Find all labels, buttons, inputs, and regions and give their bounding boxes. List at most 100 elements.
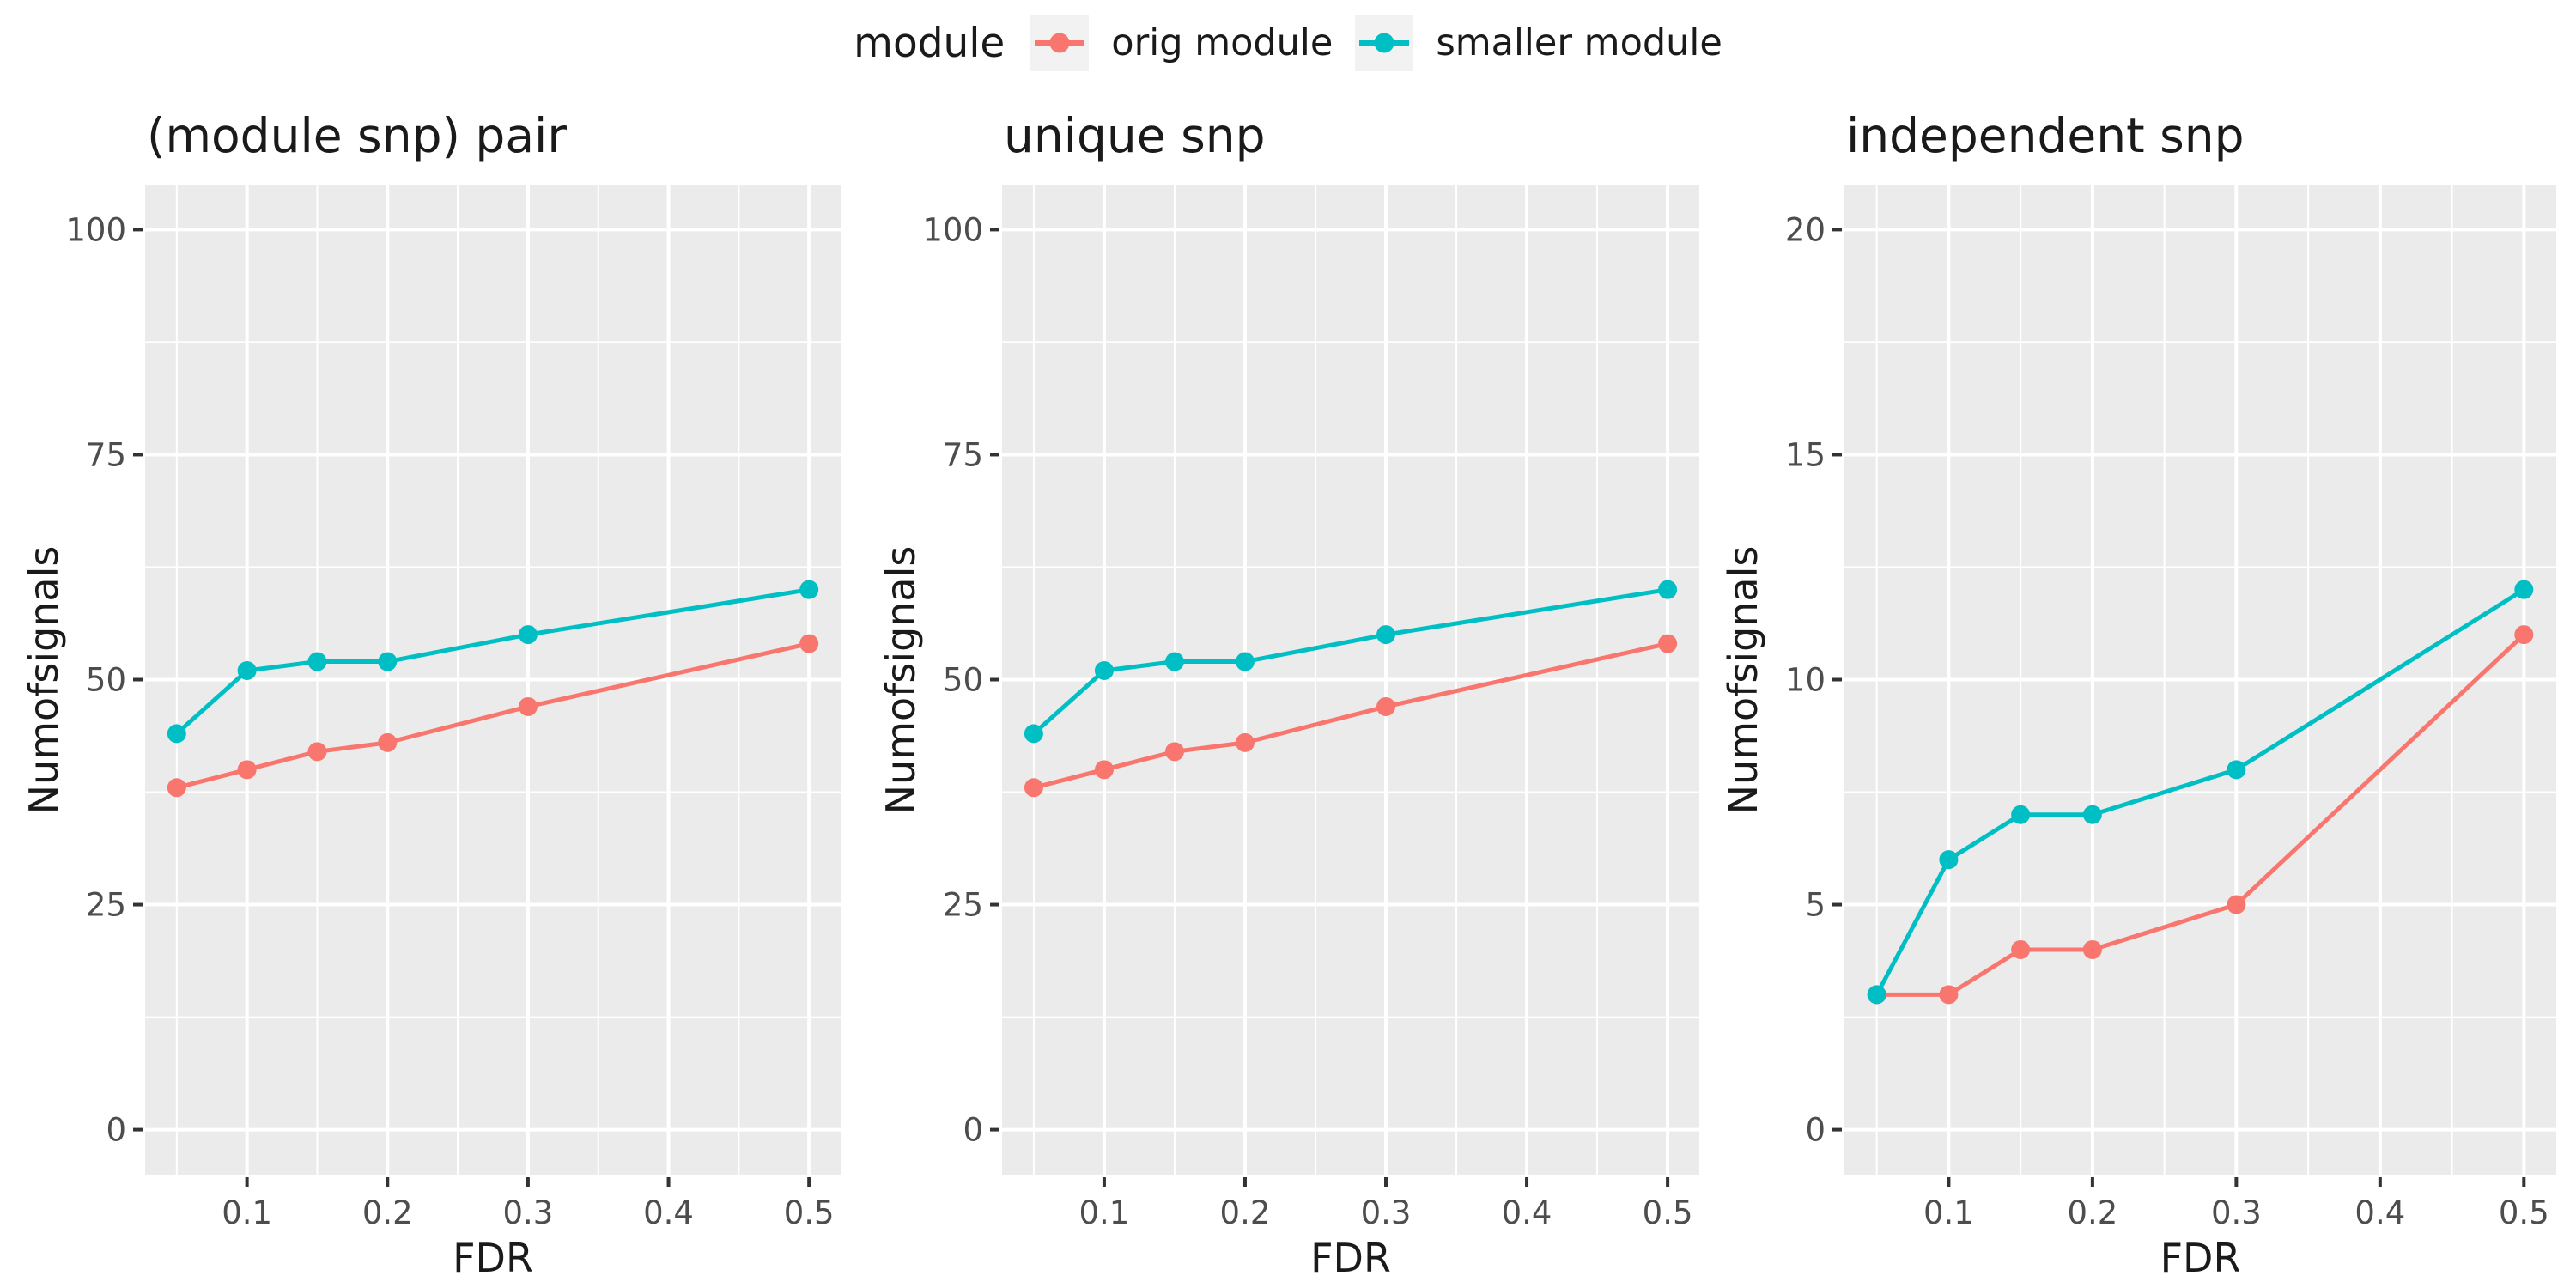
legend-point-glyph: [1374, 33, 1394, 53]
legend-key-orig-module: [1030, 15, 1090, 71]
data-point: [2011, 805, 2031, 824]
data-point: [1658, 580, 1678, 599]
y-tick-label: 25: [86, 887, 126, 924]
x-tick-label: 0.2: [2067, 1194, 2117, 1231]
y-tick-label: 10: [1785, 662, 1826, 699]
data-point: [1024, 724, 1043, 744]
data-point: [518, 625, 538, 645]
legend: module orig module smaller module: [0, 0, 2576, 86]
series-line: [174, 641, 811, 790]
series-line: [1874, 587, 2526, 997]
data-point: [167, 778, 186, 798]
data-point: [2514, 625, 2534, 645]
series-line: [1874, 632, 2526, 997]
tick-labels: 0 5 10 15 20 0.1 0.2 0.3 0.4 0.5: [1785, 211, 2549, 1231]
data-point: [1939, 850, 1959, 870]
x-axis-label: FDR: [1310, 1235, 1391, 1281]
y-tick-label: 50: [943, 662, 983, 699]
series-smaller: [1867, 580, 2534, 1005]
data-point: [2082, 939, 2102, 959]
data-point: [1164, 742, 1184, 762]
legend-title: module: [854, 19, 1005, 67]
y-tick-label: 75: [86, 436, 126, 473]
tick-marks: [1832, 228, 2526, 1187]
data-point: [378, 652, 398, 671]
gridlines: [1002, 185, 1699, 1175]
y-tick-label: 0: [963, 1112, 983, 1149]
y-tick-label: 100: [65, 211, 126, 248]
data-point: [518, 696, 538, 716]
y-tick-label: 15: [1785, 436, 1826, 473]
legend-point-glyph: [1049, 33, 1070, 53]
panel-title-module-snp-pair: (module snp) pair: [147, 108, 567, 163]
data-point: [799, 580, 819, 599]
y-tick-label: 75: [943, 436, 983, 473]
panel-title-independent-snp: independent snp: [1846, 108, 2245, 163]
y-tick-label: 5: [1805, 887, 1826, 924]
tick-marks: [990, 228, 1670, 1187]
legend-label-smaller-module: smaller module: [1436, 21, 1722, 64]
series-orig: [167, 634, 819, 798]
data-point: [1376, 696, 1396, 716]
data-point: [1024, 778, 1043, 798]
legend-key-smaller-module: [1355, 15, 1414, 71]
y-tick-label: 25: [943, 887, 983, 924]
data-point: [1235, 652, 1255, 671]
x-tick-label: 0.4: [1502, 1194, 1552, 1231]
data-point: [1939, 985, 1959, 1005]
data-point: [167, 724, 186, 744]
series-line: [1031, 587, 1670, 736]
data-point: [2011, 939, 2031, 959]
y-tick-label: 50: [86, 662, 126, 699]
x-tick-label: 0.1: [222, 1194, 272, 1231]
x-tick-label: 0.5: [1643, 1194, 1693, 1231]
data-point: [1235, 732, 1255, 752]
y-axis-label: Numofsignals: [878, 545, 924, 814]
x-tick-label: 0.5: [784, 1194, 835, 1231]
data-point: [1658, 634, 1678, 653]
series-smaller: [167, 580, 819, 744]
x-tick-label: 0.1: [1923, 1194, 1974, 1231]
y-tick-label: 100: [922, 211, 983, 248]
x-tick-label: 0.2: [1220, 1194, 1271, 1231]
data-point: [307, 652, 327, 671]
x-tick-label: 0.4: [643, 1194, 694, 1231]
y-tick-label: 20: [1785, 211, 1826, 248]
series-line: [174, 587, 811, 736]
data-point: [237, 760, 257, 780]
x-axis-label: FDR: [453, 1235, 533, 1281]
data-point: [307, 742, 327, 762]
data-point: [378, 732, 398, 752]
panel-2: 0 5 10 15 20 0.1 0.2 0.3 0.4 0.5: [1785, 185, 2556, 1231]
x-tick-label: 0.5: [2499, 1194, 2549, 1231]
x-tick-label: 0.3: [2211, 1194, 2262, 1231]
series-orig: [1024, 634, 1678, 798]
y-tick-label: 0: [106, 1112, 126, 1149]
data-point: [1094, 661, 1114, 681]
panel-title-unique-snp: unique snp: [1004, 108, 1266, 163]
tick-labels: 0 25 50 75 100 0.1 0.2 0.3 0.4 0.5: [922, 211, 1692, 1231]
data-point: [2514, 580, 2534, 599]
x-tick-label: 0.1: [1079, 1194, 1130, 1231]
data-point: [2082, 805, 2102, 824]
data-point: [1094, 760, 1114, 780]
data-point: [2227, 760, 2246, 780]
data-point: [1164, 652, 1184, 671]
data-point: [2227, 895, 2246, 914]
series-line: [1031, 641, 1670, 790]
tick-labels: 0 25 50 75 100 0.1 0.2 0.3 0.4 0.5: [65, 211, 834, 1231]
x-tick-label: 0.2: [362, 1194, 413, 1231]
y-axis-label: Numofsignals: [1720, 545, 1766, 814]
x-tick-label: 0.3: [1361, 1194, 1412, 1231]
y-axis-label: Numofsignals: [21, 545, 67, 814]
data-point: [1376, 625, 1396, 645]
x-tick-label: 0.4: [2354, 1194, 2405, 1231]
data-point: [237, 661, 257, 681]
tick-marks: [133, 228, 811, 1187]
data-point: [1867, 985, 1886, 1005]
x-tick-label: 0.3: [502, 1194, 553, 1231]
series-smaller: [1024, 580, 1678, 744]
y-tick-label: 0: [1805, 1112, 1826, 1149]
data-point: [799, 634, 819, 653]
